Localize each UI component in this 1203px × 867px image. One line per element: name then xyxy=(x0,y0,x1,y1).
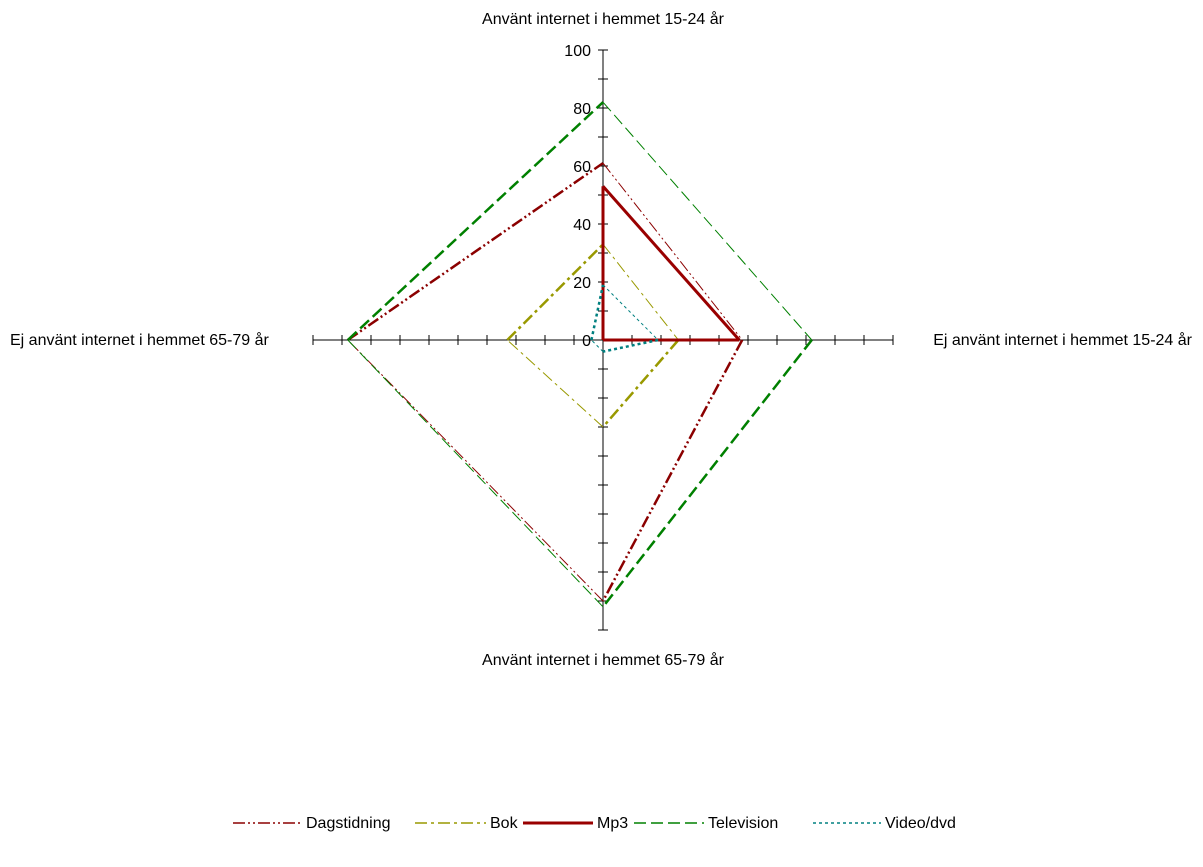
series-bok-segment xyxy=(506,243,604,341)
series-video-dvd-segment xyxy=(602,284,659,341)
series-dagstidning-segment xyxy=(347,162,604,342)
series-television-segment xyxy=(602,101,813,341)
series-dagstidning-segment xyxy=(347,339,604,602)
legend-mp3-label: Mp3 xyxy=(597,815,628,832)
legend: Dagstidning Bok Mp3 Television Video/dvd xyxy=(233,815,956,832)
axis-label-left: Ej använt internet i hemmet 65-79 år xyxy=(10,331,269,349)
axis-label-right: Ej använt internet i hemmet 15-24 år xyxy=(933,331,1192,349)
series-video-dvd-segment xyxy=(602,338,659,353)
series-bok-segment xyxy=(506,339,604,428)
axis-label-top: Använt internet i hemmet 15-24 år xyxy=(482,10,725,28)
legend-dagstidning-label: Dagstidning xyxy=(306,815,391,832)
axis-label-bottom: Använt internet i hemmet 65-79 år xyxy=(482,651,725,669)
radial-tick-label: 100 xyxy=(564,43,591,60)
series-television-segment xyxy=(347,339,604,608)
series-bok-segment xyxy=(602,243,679,341)
series-dagstidning-segment xyxy=(601,339,744,602)
series-television-segment xyxy=(602,339,813,608)
legend-television-label: Television xyxy=(708,815,778,832)
series-video-dvd-segment xyxy=(590,284,605,341)
series-bok-segment xyxy=(602,339,680,428)
series-video-dvd-segment xyxy=(591,339,604,352)
radial-tick-label: 0 xyxy=(582,333,591,350)
radial-tick-label: 40 xyxy=(573,217,591,234)
series-dagstidning-segment xyxy=(602,162,743,341)
legend-video-dvd-label: Video/dvd xyxy=(885,815,956,832)
radial-tick-label: 60 xyxy=(573,159,591,176)
series-television-segment xyxy=(346,101,604,341)
series-layer xyxy=(346,101,813,608)
legend-bok-label: Bok xyxy=(490,815,519,832)
radial-tick-label: 20 xyxy=(573,275,591,292)
series-mp3-segment xyxy=(601,185,741,341)
radial-tick-label: 80 xyxy=(573,101,591,118)
